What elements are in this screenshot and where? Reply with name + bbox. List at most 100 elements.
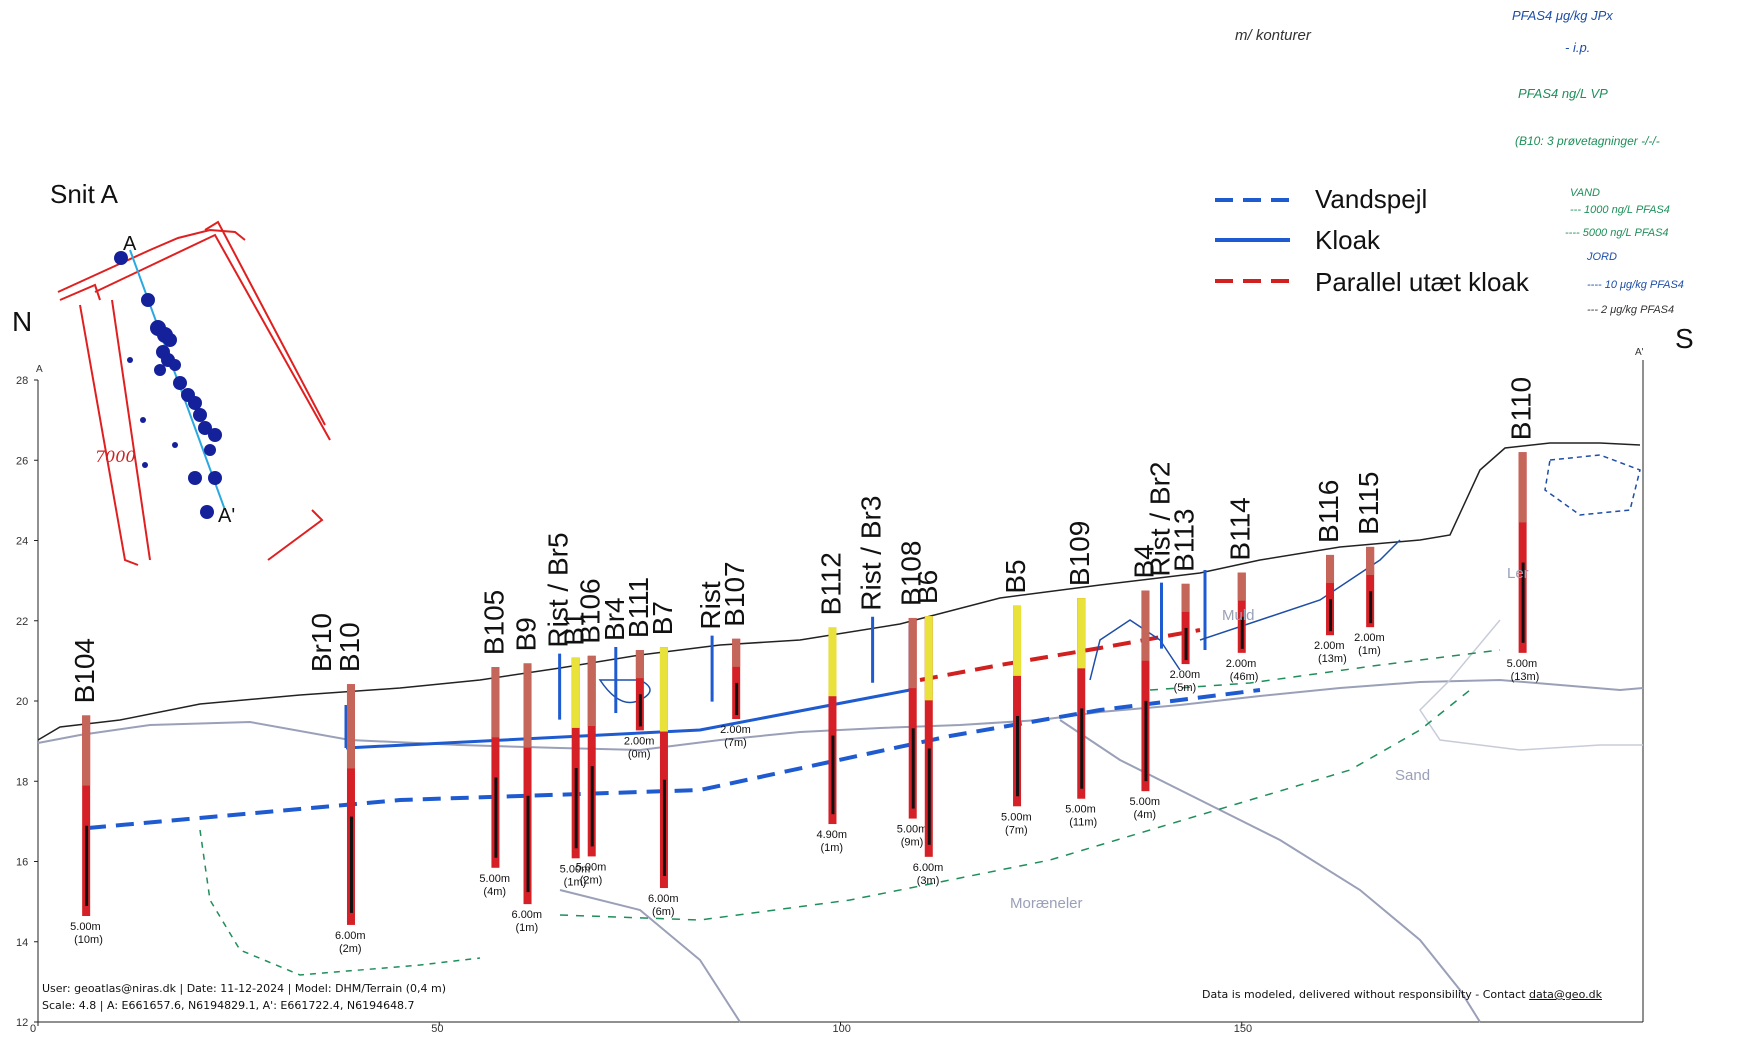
- inset-red-note: 7000: [95, 447, 136, 466]
- borehole-depth: 5.00m: [479, 873, 510, 885]
- borehole-log: [1013, 605, 1022, 807]
- legend-label-kloak: Kloak: [1315, 225, 1381, 255]
- borehole-log-core: [590, 766, 594, 847]
- inset-point-a: A: [123, 233, 137, 255]
- borehole-depth: 5.00m: [1129, 796, 1160, 808]
- contact-link[interactable]: data@geo.dk: [1529, 988, 1602, 1001]
- borehole-depth: 5.00m: [1507, 658, 1538, 670]
- note-right-4: (B10: 3 prøvetagninger -/-/-: [1515, 134, 1660, 148]
- borehole-log: [1141, 590, 1150, 792]
- borehole-log: [908, 617, 917, 819]
- borehole-b108[interactable]: 5.00m(9m) B108: [896, 541, 928, 849]
- borehole-log-core: [1240, 616, 1244, 649]
- south-label: S: [1675, 323, 1694, 354]
- borehole-b5[interactable]: 5.00m(7m) B5: [1000, 559, 1032, 836]
- borehole-log-top: [571, 657, 580, 728]
- borehole-log: [587, 655, 596, 857]
- borehole-b114[interactable]: 2.00m(46m) B114: [1225, 497, 1259, 683]
- handwritten-notes: m/ konturer PFAS4 μg/kg JPx - i.p. PFAS4…: [1235, 8, 1684, 316]
- borehole-b9[interactable]: 6.00m(1m) B9: [511, 617, 543, 934]
- borehole-depth: 6.00m: [648, 893, 679, 905]
- borehole-log-core: [574, 768, 578, 849]
- terrain-surface: [37, 442, 1641, 741]
- borehole-b7[interactable]: 6.00m(6m) B7: [647, 601, 679, 918]
- borehole-depth: 2.00m: [624, 735, 655, 747]
- borehole-rist-br2[interactable]: Rist / Br2: [1145, 462, 1176, 649]
- borehole-log-core: [638, 694, 642, 727]
- borehole-b1[interactable]: 5.00m(1m) B1: [559, 611, 591, 888]
- borehole-b105[interactable]: 5.00m(4m) B105: [478, 590, 510, 898]
- borehole-log: [491, 667, 500, 868]
- y-tick-label: 28: [16, 375, 28, 387]
- borehole-name: B113: [1169, 509, 1200, 572]
- borehole-rist-br3[interactable]: Rist / Br3: [856, 496, 887, 683]
- borehole-distance: (1m): [820, 842, 843, 854]
- borehole-depth: 2.00m: [720, 724, 751, 736]
- borehole-b116[interactable]: 2.00m(13m) B116: [1313, 480, 1347, 666]
- footer-line-1: User: geoatlas@niras.dk | Date: 11-12-20…: [42, 982, 447, 995]
- borehole-distance: (7m): [1005, 824, 1028, 836]
- borehole-name: B116: [1313, 480, 1344, 543]
- borehole-log: [635, 650, 644, 731]
- borehole-b111[interactable]: 2.00m(0m) B111: [623, 577, 655, 761]
- borehole-br4[interactable]: Br4: [599, 597, 630, 713]
- borehole-distance: (1m): [1358, 645, 1381, 657]
- borehole-b109[interactable]: 5.00m(11m) B109: [1064, 521, 1097, 829]
- borehole-name: B4: [1128, 544, 1159, 578]
- borehole-name: B110: [1506, 377, 1537, 440]
- borehole-b113[interactable]: 2.00m(5m) B113: [1169, 509, 1201, 695]
- borehole-b104[interactable]: 5.00m(10m) B104: [69, 638, 103, 946]
- borehole-b107[interactable]: 2.00m(7m) B107: [719, 561, 751, 749]
- borehole-log-core: [662, 779, 666, 877]
- borehole-log-top: [635, 650, 644, 679]
- borehole-log-top: [924, 616, 933, 701]
- borehole-b6[interactable]: 6.00m(3m) B6: [912, 570, 944, 887]
- borehole-log-top: [1366, 546, 1375, 576]
- borehole-b4[interactable]: 5.00m(4m) B4: [1128, 544, 1160, 821]
- borehole-name: B108: [896, 541, 927, 606]
- x-axis-ticks: 0 50 100 150: [30, 1022, 1252, 1035]
- borehole-depth: 5.00m: [1065, 804, 1096, 816]
- soil-label-sand: Sand: [1395, 767, 1430, 784]
- borehole-log-core: [494, 777, 498, 858]
- footer-line-2: Scale: 4.8 | A: E661657.6, N6194829.1, A…: [42, 999, 415, 1012]
- borehole-b112[interactable]: 4.90m(1m) B112: [815, 552, 847, 854]
- note-right-2: - i.p.: [1565, 40, 1590, 55]
- footer-disclaimer: Data is modeled, delivered without respo…: [1202, 988, 1526, 1001]
- footer-right: Data is modeled, delivered without respo…: [1202, 988, 1602, 1001]
- borehole-distance: (13m): [1511, 671, 1540, 683]
- borehole-log-top: [1326, 554, 1335, 584]
- borehole-log: [1077, 598, 1086, 799]
- x-tick-label: 100: [833, 1023, 851, 1034]
- borehole-name: B9: [511, 617, 542, 651]
- borehole-depth: 5.00m: [1001, 811, 1032, 823]
- borehole-name: B109: [1064, 521, 1095, 586]
- borehole-name: B114: [1225, 497, 1256, 560]
- borehole-depth: 6.00m: [335, 930, 366, 942]
- borehole-distance: (3m): [917, 875, 940, 887]
- borehole-log-core: [85, 825, 89, 906]
- borehole-name: Br10: [306, 613, 337, 672]
- borehole-b106[interactable]: 5.00m(2m) B106: [575, 578, 607, 886]
- y-tick-label: 18: [16, 776, 28, 788]
- y-tick-label: 16: [16, 857, 28, 869]
- borehole-name: B107: [719, 561, 750, 626]
- borehole-log-core: [349, 816, 353, 913]
- borehole-log: [1518, 452, 1527, 653]
- borehole-rist-br5[interactable]: Rist / Br5: [543, 532, 574, 720]
- borehole-log-core: [1521, 562, 1525, 643]
- borehole-rist[interactable]: Rist: [695, 581, 726, 702]
- borehole-log-top: [1077, 598, 1086, 669]
- borehole-depth: 6.00m: [913, 862, 944, 874]
- inset-point-a-prime: A': [218, 505, 235, 527]
- borehole-name: B10: [334, 622, 365, 672]
- north-label: N: [12, 306, 32, 337]
- borehole-b115[interactable]: 2.00m(1m) B115: [1353, 472, 1385, 658]
- x-tick-label: 50: [431, 1023, 443, 1034]
- borehole-depth: 2.00m: [1226, 658, 1257, 670]
- borehole-name: B5: [1000, 559, 1031, 593]
- soil-label-moraeneler: Moræneler: [1010, 895, 1083, 912]
- borehole-b110[interactable]: 5.00m(13m) B110: [1506, 377, 1540, 683]
